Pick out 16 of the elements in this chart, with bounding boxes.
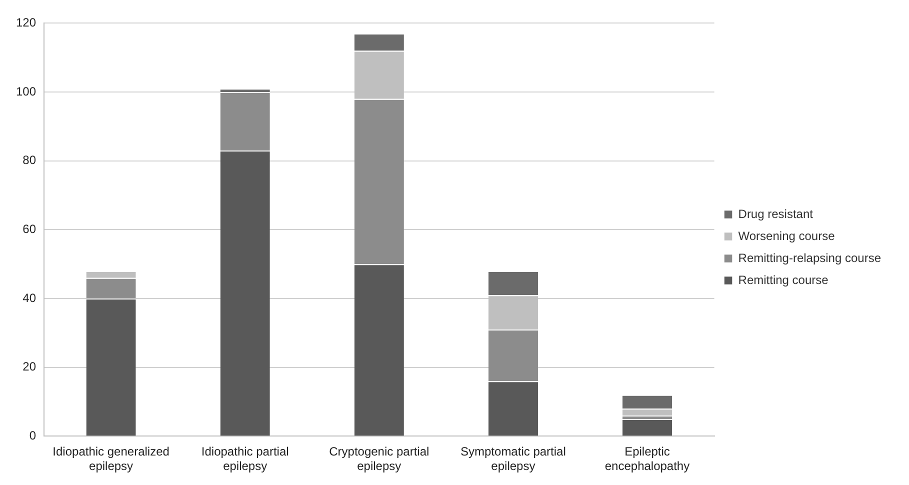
y-tick-label: 60 xyxy=(22,222,36,236)
y-tick-label: 120 xyxy=(16,16,36,30)
y-tick-label: 40 xyxy=(22,290,36,305)
y-tick-label: 100 xyxy=(16,84,36,98)
x-tick-label: Idiopathic partial epilepsy xyxy=(201,444,289,474)
x-tick-label: Idiopathic generalized epilepsy xyxy=(52,444,170,474)
legend-label: Remitting course xyxy=(738,272,829,287)
legend-label: Drug resistant xyxy=(738,206,814,221)
legend-label: Worsening course xyxy=(738,228,836,243)
x-tick-label: Symptomatic partial epilepsy xyxy=(460,444,566,474)
y-tick-label: 0 xyxy=(29,428,36,443)
x-tick-label: Cryptogenic partial epilepsy xyxy=(329,444,430,474)
y-tick-label: 80 xyxy=(22,153,36,168)
legend-label: Remitting-relapsing course xyxy=(738,250,882,265)
y-tick-label: 20 xyxy=(22,360,36,374)
x-tick-label: Epileptic encephalopathy xyxy=(604,444,690,474)
